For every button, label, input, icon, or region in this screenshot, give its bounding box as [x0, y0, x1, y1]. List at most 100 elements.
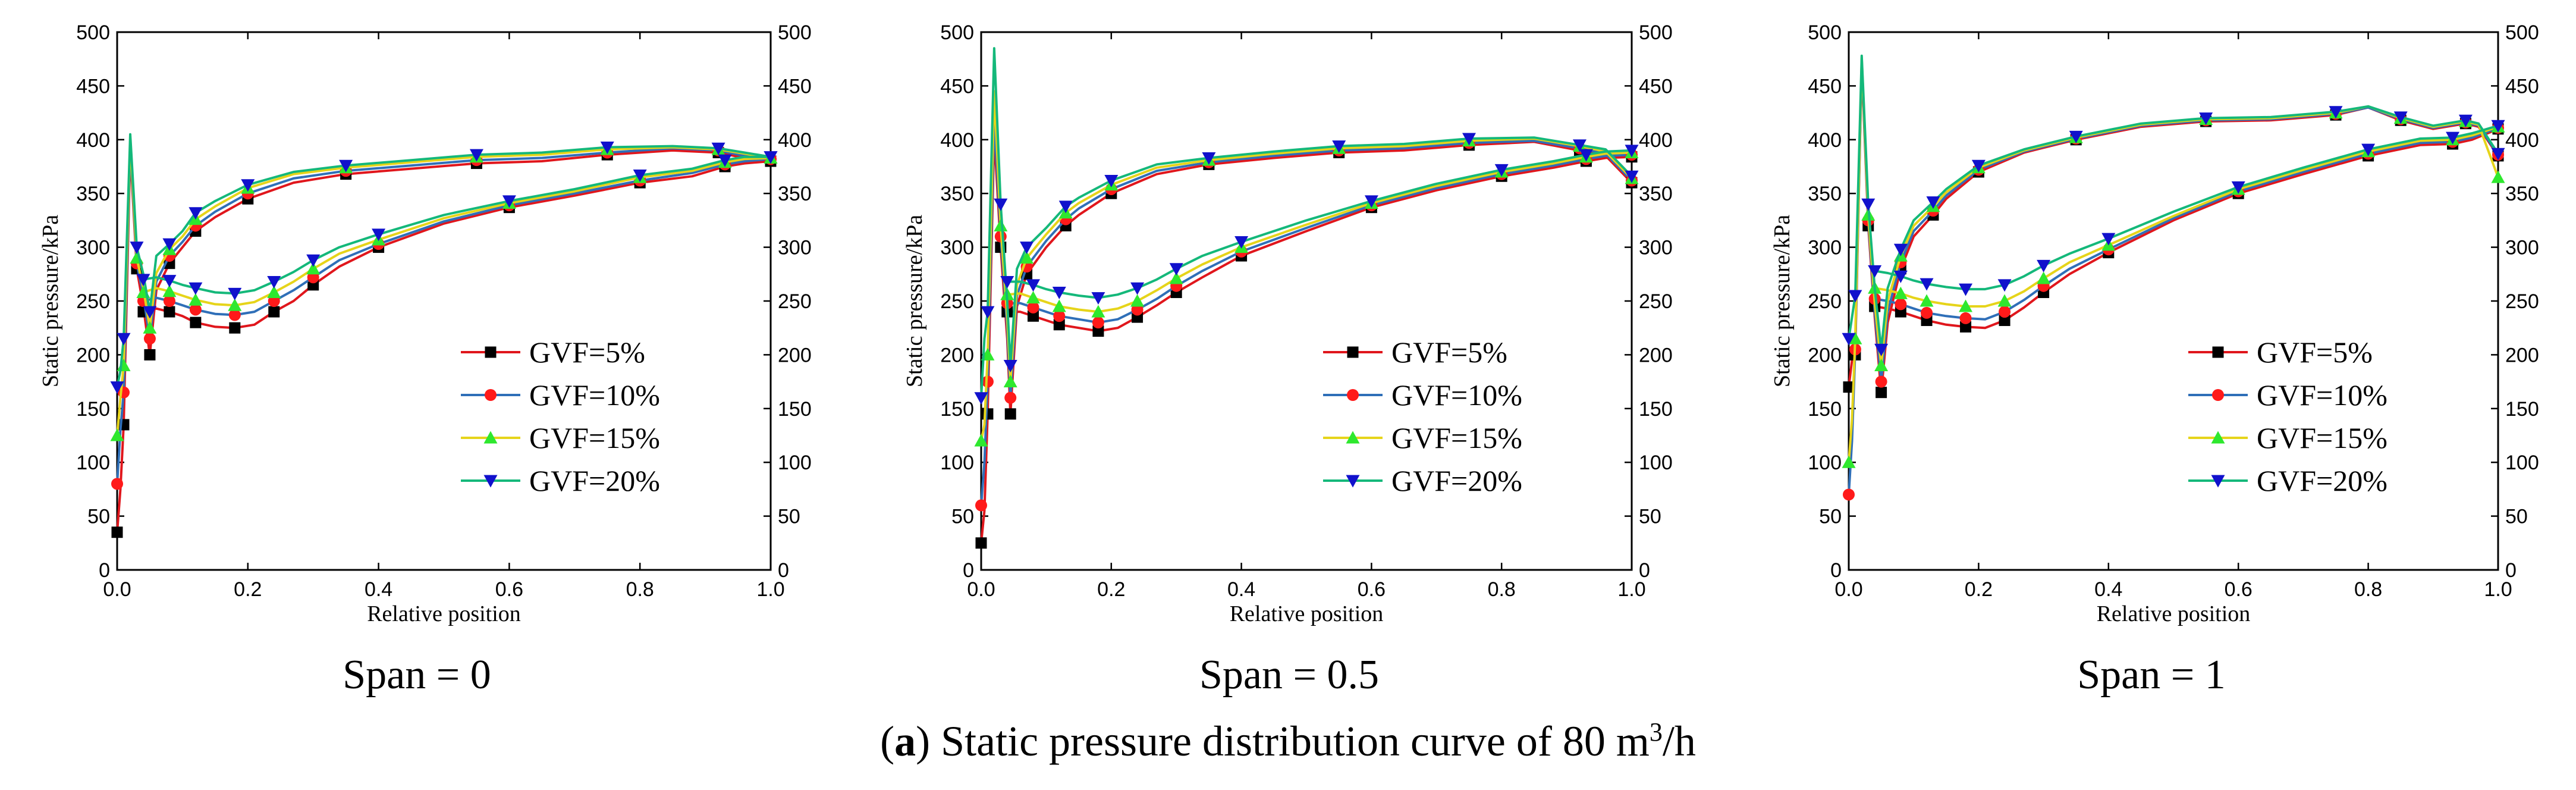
y-tick-label: 400	[1808, 129, 1842, 152]
y-tick-label: 0	[1830, 559, 1842, 582]
y-tick-label: 500	[940, 21, 974, 44]
data-point-marker	[1364, 195, 1378, 208]
data-point-marker	[1020, 242, 1034, 255]
data-point-marker	[1494, 164, 1509, 177]
legend-marker-gvf-10	[2212, 389, 2224, 401]
data-point-marker	[111, 478, 123, 490]
series-line-lower	[1874, 126, 2499, 308]
y-tick-label-right: 100	[1639, 452, 1673, 474]
series-line-lower	[143, 156, 771, 307]
y-tick-label-right: 50	[778, 506, 800, 528]
series-line-lower	[1874, 124, 2499, 291]
y-tick-label: 100	[1808, 452, 1842, 474]
data-point-marker	[1893, 286, 1908, 299]
data-point-marker	[339, 159, 353, 173]
y-tick-label: 400	[940, 129, 974, 152]
y-tick-label-right: 150	[2505, 398, 2539, 421]
legend-label-gvf-5: GVF=5%	[529, 336, 645, 369]
data-point-marker	[2199, 112, 2213, 126]
y-tick-label-right: 450	[1639, 75, 1673, 98]
series-line-lower	[1007, 151, 1632, 314]
data-point-marker	[267, 275, 281, 289]
data-point-marker	[228, 298, 242, 311]
series-gvf-10	[1843, 59, 2504, 501]
y-tick-label-right: 400	[778, 129, 812, 152]
legend-marker-gvf-5	[2212, 346, 2224, 358]
y-tick-label: 0	[99, 559, 110, 582]
data-point-marker	[1026, 279, 1041, 292]
data-point-marker	[1052, 299, 1066, 312]
data-point-marker	[2491, 148, 2505, 161]
data-point-marker	[2231, 181, 2245, 194]
data-point-marker	[981, 375, 994, 388]
legend-marker-gvf-15	[2211, 431, 2225, 444]
chart-panel-span-0: 0 0 50 50 100 100 150 150 200 200 250 250 300 300 350 3…	[38, 21, 812, 626]
data-point-marker	[1868, 265, 1882, 278]
data-point-marker	[1092, 316, 1104, 329]
data-point-marker	[1893, 270, 1908, 283]
panel-caption-span-1: Span = 1	[2077, 652, 2226, 698]
y-tick-label-right: 0	[1639, 559, 1650, 582]
data-point-marker	[117, 358, 131, 371]
y-tick-label-right: 450	[2505, 75, 2539, 98]
data-point-marker	[2101, 233, 2116, 246]
data-point-marker	[1332, 140, 1346, 153]
data-point-marker	[2069, 130, 2083, 143]
data-point-marker	[1052, 287, 1066, 300]
series-line-upper	[116, 138, 771, 436]
data-point-marker	[469, 149, 483, 162]
data-point-marker	[189, 303, 202, 316]
data-point-marker	[1997, 279, 2012, 292]
data-point-marker	[110, 428, 124, 441]
y-tick-label: 200	[940, 344, 974, 366]
data-point-marker	[162, 284, 177, 297]
data-point-marker	[1091, 292, 1105, 305]
data-point-marker	[1028, 310, 1039, 322]
legend-marker-gvf-20	[483, 475, 498, 488]
data-point-marker	[1092, 325, 1104, 337]
data-point-marker	[1625, 170, 1639, 183]
data-point-marker	[1920, 278, 1934, 291]
y-tick-label: 450	[940, 75, 974, 98]
y-tick-label: 350	[1808, 183, 1842, 205]
legend-label-gvf-20: GVF=20%	[2257, 464, 2387, 497]
data-point-marker	[164, 306, 175, 318]
data-point-marker	[162, 238, 177, 251]
y-tick-label-right: 150	[778, 398, 812, 421]
y-tick-label: 100	[940, 452, 974, 474]
x-tick-label: 0.2	[234, 578, 262, 601]
data-point-marker	[1202, 152, 1216, 165]
data-point-marker	[1000, 275, 1014, 289]
series-gvf-20	[110, 133, 778, 394]
y-tick-label-right: 200	[778, 344, 812, 366]
y-tick-label-right: 0	[778, 559, 789, 582]
data-point-marker	[1843, 488, 1855, 501]
data-point-marker	[1921, 306, 1933, 319]
x-axis-title: Relative position	[367, 601, 521, 626]
legend: GVF=5% GVF=10% GVF=15% GVF=20%	[1323, 336, 1522, 497]
data-point-marker	[1959, 312, 1972, 324]
data-point-marker	[1895, 298, 1907, 311]
y-tick-label-right: 300	[1639, 237, 1673, 259]
data-point-marker	[1234, 236, 1249, 249]
data-point-marker	[144, 349, 156, 360]
y-tick-label: 200	[76, 344, 110, 366]
figure-caption-label: a	[894, 717, 916, 765]
y-tick-label: 500	[1808, 21, 1842, 44]
panel-caption-span-0: Span = 0	[343, 652, 491, 698]
data-point-marker	[718, 154, 732, 167]
y-tick-label-right: 400	[1639, 129, 1673, 152]
legend: GVF=5% GVF=10% GVF=15% GVF=20%	[2188, 336, 2387, 497]
data-point-marker	[1169, 271, 1183, 284]
x-tick-label: 0.2	[1097, 578, 1125, 601]
data-point-marker	[117, 333, 131, 346]
legend-marker-gvf-10	[1347, 389, 1359, 401]
series-line-upper	[1848, 59, 2499, 495]
legend-marker-gvf-20	[1346, 475, 1360, 488]
y-tick-label: 50	[87, 506, 110, 528]
data-point-marker	[1960, 321, 1972, 333]
data-point-marker	[1959, 283, 1973, 296]
data-point-marker	[1579, 149, 1593, 162]
data-point-marker	[143, 333, 156, 345]
data-point-marker	[1625, 145, 1639, 158]
